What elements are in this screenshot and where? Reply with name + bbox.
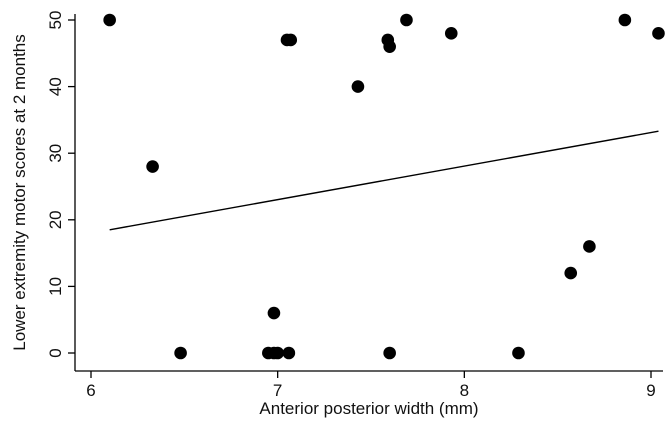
data-point [267, 306, 281, 320]
x-tick-label: 6 [86, 381, 95, 400]
fit-line [109, 130, 659, 231]
fit-line-group [109, 130, 659, 231]
data-point [444, 27, 458, 40]
data-point [383, 346, 396, 360]
data-point [564, 266, 578, 280]
data-points [103, 13, 665, 360]
data-point [351, 80, 365, 93]
data-point [282, 346, 296, 360]
data-point [103, 13, 116, 27]
data-point [174, 346, 187, 360]
data-point [652, 27, 665, 40]
y-tick-label: 30 [46, 144, 65, 163]
y-tick-label: 40 [46, 77, 65, 96]
y-axis-title: Lower extremity motor scores at 2 months [10, 34, 29, 351]
data-point [146, 160, 159, 173]
data-point [383, 40, 396, 53]
x-tick-label: 8 [460, 381, 469, 400]
data-point [583, 240, 596, 253]
data-point [284, 33, 298, 47]
y-tick-label: 0 [46, 348, 65, 357]
data-point [618, 13, 632, 27]
data-point [271, 346, 284, 360]
y-tick-label: 10 [46, 277, 65, 296]
y-tick-label: 50 [46, 11, 65, 30]
axes: 6 7 8 9 0 10 20 30 40 50 [46, 11, 663, 400]
x-tick-label: 9 [646, 381, 655, 400]
data-point [512, 346, 525, 360]
y-tick-label: 20 [46, 210, 65, 229]
x-tick-label: 7 [273, 381, 282, 400]
data-point [400, 13, 413, 27]
x-axis-title: Anterior posterior width (mm) [259, 399, 478, 418]
